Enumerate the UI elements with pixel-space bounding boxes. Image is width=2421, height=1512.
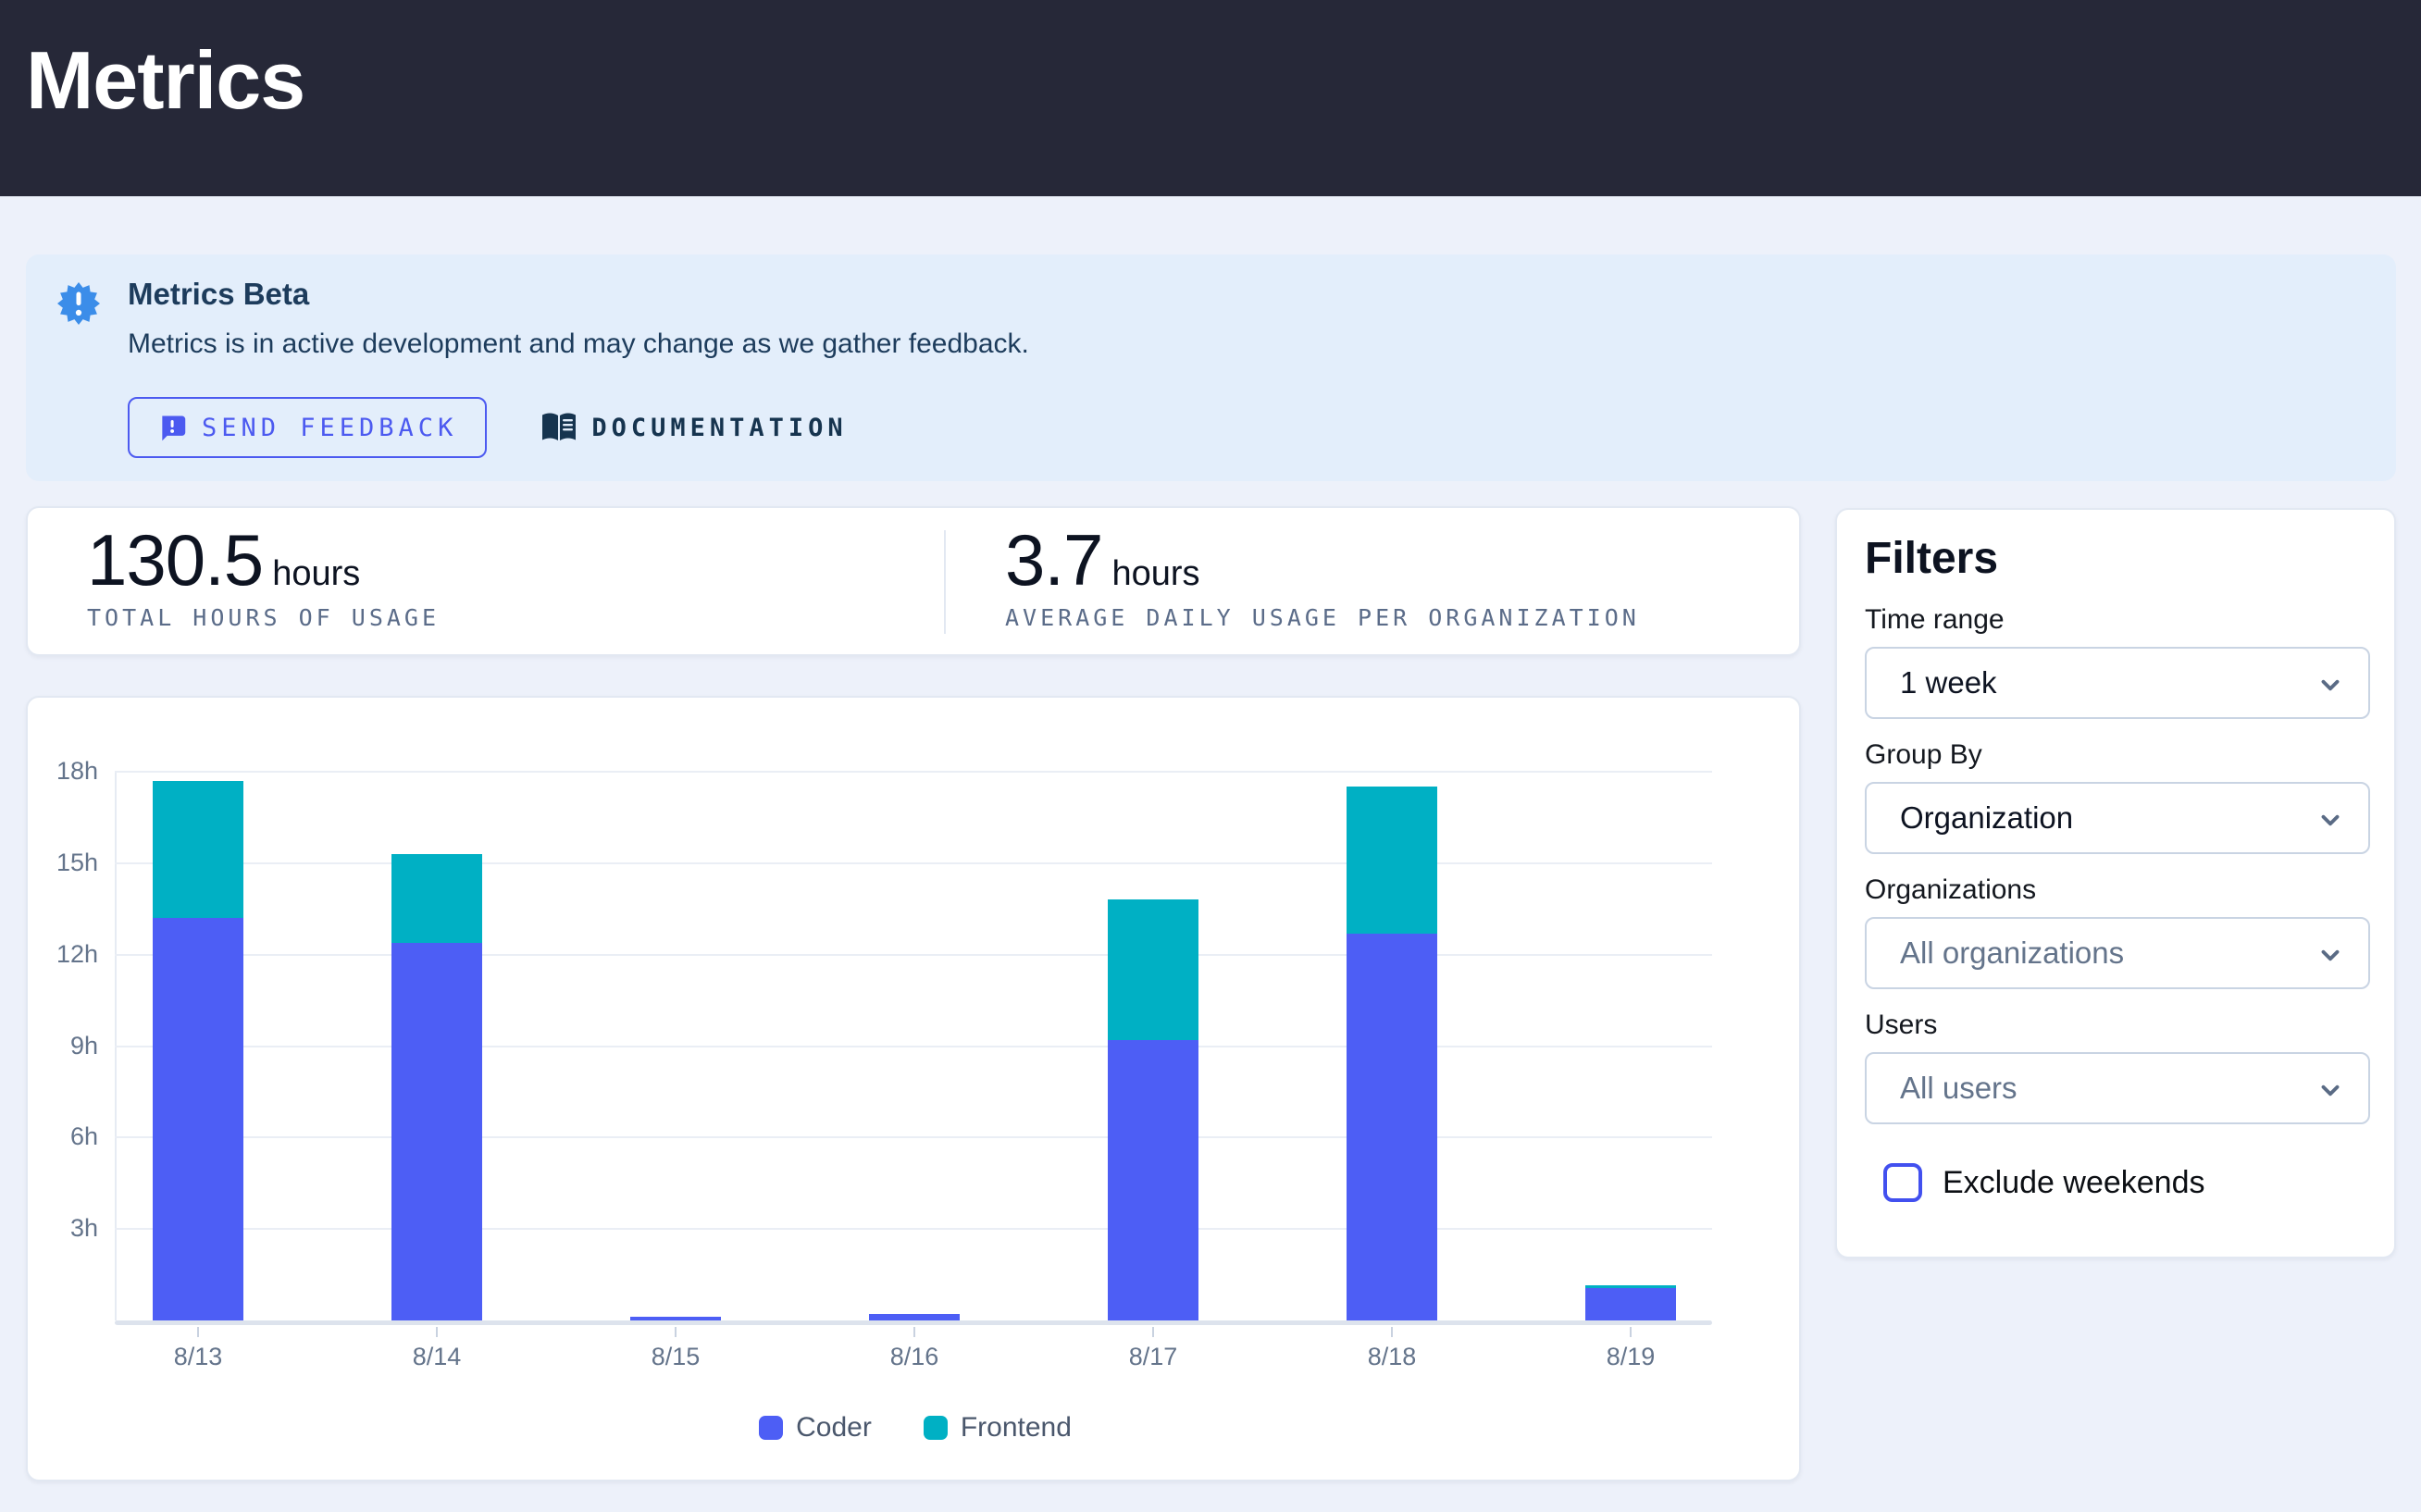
documentation-link[interactable]: DOCUMENTATION <box>540 411 847 444</box>
filters-heading: Filters <box>1865 534 1999 583</box>
legend-item-frontend: Frontend <box>923 1412 1072 1444</box>
bar-8/19-frontend[interactable] <box>1585 1285 1676 1289</box>
x-tick-8/19 <box>1630 1327 1632 1337</box>
gridline-3h <box>115 1228 1712 1231</box>
bar-8/18-frontend[interactable] <box>1347 787 1437 934</box>
send-feedback-button[interactable]: SEND FEEDBACK <box>128 397 488 458</box>
feedback-bubble-icon <box>162 415 186 441</box>
filter-label-group-by: Group By <box>1865 739 1982 770</box>
stat-value: 3.7 <box>1005 519 1103 601</box>
x-axis-label-8/16: 8/16 <box>889 1343 939 1370</box>
stat-caption: AVERAGE DAILY USAGE PER ORGANIZATION <box>1005 604 1640 631</box>
legend-swatch-coder <box>759 1416 784 1440</box>
x-tick-8/13 <box>197 1327 199 1337</box>
bar-8/15-coder[interactable] <box>630 1317 721 1320</box>
send-feedback-label: SEND FEEDBACK <box>202 413 458 442</box>
exclude-weekends-option[interactable]: Exclude weekends <box>1883 1163 2366 1202</box>
group-by-value: Organization <box>1900 800 2074 835</box>
x-tick-8/17 <box>1152 1327 1154 1337</box>
stats-divider <box>944 530 946 634</box>
organizations-select[interactable]: All organizations <box>1865 917 2370 989</box>
x-axis-label-8/15: 8/15 <box>651 1343 701 1370</box>
x-tick-8/15 <box>675 1327 677 1337</box>
page-title: Metrics <box>26 34 305 126</box>
bar-8/14-coder[interactable] <box>391 942 482 1320</box>
legend-label: Coder <box>796 1412 872 1443</box>
x-axis-label-8/17: 8/17 <box>1128 1343 1178 1370</box>
chevron-down-icon <box>2321 1084 2340 1097</box>
y-axis-label-15h: 15h <box>56 848 98 876</box>
bar-8/17-frontend[interactable] <box>1108 899 1198 1040</box>
x-axis-label-8/13: 8/13 <box>173 1343 223 1370</box>
stacked-bar-plot <box>115 771 1712 1320</box>
time-range-value: 1 week <box>1900 665 1997 700</box>
filter-label-organizations: Organizations <box>1865 874 2037 905</box>
x-axis-line <box>115 1320 1712 1325</box>
bar-8/19-coder[interactable] <box>1585 1288 1676 1320</box>
y-axis-label-12h: 12h <box>56 939 98 968</box>
y-axis-label-18h: 18h <box>56 757 98 785</box>
stat-unit: hours <box>1111 554 1200 593</box>
stat-total-hours: 130.5 hours TOTAL HOURS OF USAGE <box>87 523 440 631</box>
users-value: All users <box>1900 1071 2018 1105</box>
group-by-select[interactable]: Organization <box>1865 782 2370 854</box>
x-tick-8/18 <box>1391 1327 1393 1337</box>
chevron-down-icon <box>2321 814 2340 826</box>
y-axis-label-6h: 6h <box>69 1122 98 1151</box>
new-releases-badge-icon <box>57 282 100 325</box>
x-tick-8/14 <box>436 1327 438 1337</box>
documentation-label: DOCUMENTATION <box>591 413 848 442</box>
y-axis-label-9h: 9h <box>69 1031 98 1060</box>
stat-average-daily-usage: 3.7 hours AVERAGE DAILY USAGE PER ORGANI… <box>1005 523 1640 631</box>
usage-stats-card: 130.5 hours TOTAL HOURS OF USAGE 3.7 hou… <box>26 506 1801 656</box>
bar-8/14-frontend[interactable] <box>391 853 482 943</box>
y-axis-label-3h: 3h <box>69 1214 98 1243</box>
banner-actions: SEND FEEDBACK DOCUMENTATION <box>128 397 848 458</box>
top-header-bar: Metrics <box>0 0 2421 197</box>
bar-8/13-coder[interactable] <box>153 918 243 1320</box>
stat-value: 130.5 <box>87 519 264 601</box>
metrics-beta-banner: Metrics Beta Metrics is in active develo… <box>26 254 2396 481</box>
time-range-select[interactable]: 1 week <box>1865 647 2370 719</box>
exclude-weekends-checkbox[interactable] <box>1883 1163 1922 1202</box>
bar-8/13-frontend[interactable] <box>153 780 243 919</box>
gridline-6h <box>115 1136 1712 1139</box>
chevron-down-icon <box>2321 949 2340 961</box>
filter-label-time-range: Time range <box>1865 604 2005 635</box>
usage-bar-chart-card: Coder Frontend 3h 6h 9h 12h 15h 18h 8/13 8/14 8/… <box>26 696 1801 1481</box>
x-axis-label-8/14: 8/14 <box>412 1343 462 1370</box>
stat-caption: TOTAL HOURS OF USAGE <box>87 604 441 631</box>
bar-8/17-coder[interactable] <box>1108 1039 1198 1320</box>
exclude-weekends-label: Exclude weekends <box>1943 1164 2205 1200</box>
gridline-9h <box>115 1045 1712 1047</box>
bar-8/18-coder[interactable] <box>1347 933 1437 1320</box>
legend-label: Frontend <box>960 1412 1072 1443</box>
organizations-value: All organizations <box>1900 936 2125 970</box>
chevron-down-icon <box>2321 679 2340 691</box>
gridline-12h <box>115 953 1712 956</box>
gridline-15h <box>115 861 1712 864</box>
book-icon <box>542 413 577 440</box>
bar-8/16-coder[interactable] <box>869 1314 960 1320</box>
x-axis-label-8/19: 8/19 <box>1606 1343 1656 1370</box>
chart-legend: Coder Frontend <box>28 1412 1803 1444</box>
stat-unit: hours <box>272 554 361 593</box>
filter-label-users: Users <box>1865 1010 1938 1040</box>
x-axis-label-8/18: 8/18 <box>1367 1343 1417 1370</box>
legend-item-coder: Coder <box>759 1412 872 1444</box>
x-tick-8/16 <box>913 1327 915 1337</box>
banner-description: Metrics is in active development and may… <box>128 328 1029 359</box>
gridline-18h <box>115 771 1712 773</box>
users-select[interactable]: All users <box>1865 1052 2370 1124</box>
filters-panel: Filters Time range 1 week Group By Organ… <box>1835 508 2396 1258</box>
legend-swatch-frontend <box>923 1416 948 1440</box>
banner-title: Metrics Beta <box>128 277 310 311</box>
